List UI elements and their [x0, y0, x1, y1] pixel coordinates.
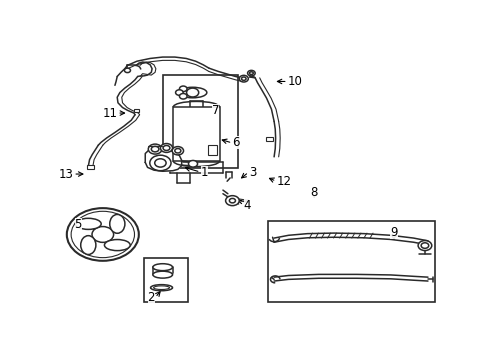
- Circle shape: [160, 144, 172, 152]
- Bar: [265, 137, 272, 141]
- Ellipse shape: [75, 218, 101, 229]
- Text: 10: 10: [287, 75, 302, 88]
- Ellipse shape: [153, 286, 169, 289]
- Circle shape: [71, 211, 134, 258]
- Text: 3: 3: [248, 166, 256, 179]
- Circle shape: [154, 159, 166, 167]
- Circle shape: [247, 70, 255, 76]
- Bar: [208, 145, 216, 156]
- Ellipse shape: [178, 87, 206, 98]
- Text: 11: 11: [102, 107, 117, 120]
- Text: 7: 7: [211, 104, 219, 117]
- Circle shape: [92, 226, 113, 242]
- Ellipse shape: [153, 264, 172, 271]
- Circle shape: [249, 72, 253, 75]
- Circle shape: [186, 88, 198, 97]
- Text: 2: 2: [147, 291, 155, 304]
- Ellipse shape: [81, 236, 96, 255]
- Circle shape: [229, 198, 235, 203]
- Circle shape: [417, 240, 431, 251]
- Text: 8: 8: [310, 185, 317, 199]
- Circle shape: [67, 208, 139, 261]
- Bar: [134, 109, 139, 112]
- Circle shape: [148, 144, 162, 154]
- Circle shape: [241, 77, 245, 80]
- Ellipse shape: [109, 215, 124, 233]
- Bar: [87, 166, 94, 169]
- Ellipse shape: [153, 271, 172, 278]
- Polygon shape: [145, 148, 181, 171]
- Text: 12: 12: [276, 175, 291, 188]
- Text: 13: 13: [58, 167, 73, 180]
- Circle shape: [188, 161, 197, 167]
- Circle shape: [179, 86, 186, 91]
- Text: 9: 9: [389, 226, 397, 239]
- Text: 5: 5: [75, 218, 82, 231]
- Circle shape: [124, 68, 130, 73]
- Bar: [267, 221, 434, 302]
- Circle shape: [163, 145, 169, 150]
- Circle shape: [172, 147, 183, 155]
- Circle shape: [175, 90, 183, 95]
- Bar: [173, 107, 219, 161]
- Circle shape: [175, 149, 181, 153]
- Ellipse shape: [150, 285, 172, 291]
- Circle shape: [420, 243, 428, 248]
- Bar: [163, 75, 237, 168]
- Bar: [143, 258, 188, 302]
- Circle shape: [179, 94, 186, 99]
- Circle shape: [151, 146, 159, 152]
- Circle shape: [225, 196, 239, 206]
- Text: 6: 6: [232, 136, 240, 149]
- Ellipse shape: [104, 239, 130, 251]
- Circle shape: [239, 75, 248, 82]
- Text: 4: 4: [244, 199, 251, 212]
- Circle shape: [149, 155, 171, 171]
- Text: 1: 1: [200, 166, 208, 179]
